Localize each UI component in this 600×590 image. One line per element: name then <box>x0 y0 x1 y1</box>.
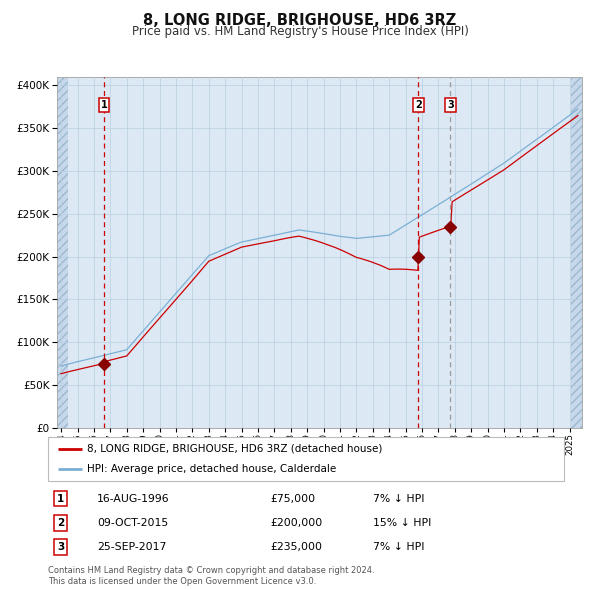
Text: 2: 2 <box>415 100 422 110</box>
Text: Contains HM Land Registry data © Crown copyright and database right 2024.: Contains HM Land Registry data © Crown c… <box>48 566 374 575</box>
Text: 1: 1 <box>101 100 107 110</box>
Bar <box>571 77 582 428</box>
Text: This data is licensed under the Open Government Licence v3.0.: This data is licensed under the Open Gov… <box>48 577 316 586</box>
Text: £75,000: £75,000 <box>270 494 315 503</box>
Text: HPI: Average price, detached house, Calderdale: HPI: Average price, detached house, Cald… <box>86 464 336 474</box>
Text: 09-OCT-2015: 09-OCT-2015 <box>97 518 168 528</box>
Text: 25-SEP-2017: 25-SEP-2017 <box>97 542 166 552</box>
Text: 7% ↓ HPI: 7% ↓ HPI <box>373 542 425 552</box>
Text: 16-AUG-1996: 16-AUG-1996 <box>97 494 170 503</box>
Bar <box>57 77 68 428</box>
Text: Price paid vs. HM Land Registry's House Price Index (HPI): Price paid vs. HM Land Registry's House … <box>131 25 469 38</box>
Text: 7% ↓ HPI: 7% ↓ HPI <box>373 494 425 503</box>
Text: £235,000: £235,000 <box>270 542 322 552</box>
Text: 8, LONG RIDGE, BRIGHOUSE, HD6 3RZ: 8, LONG RIDGE, BRIGHOUSE, HD6 3RZ <box>143 13 457 28</box>
Text: 8, LONG RIDGE, BRIGHOUSE, HD6 3RZ (detached house): 8, LONG RIDGE, BRIGHOUSE, HD6 3RZ (detac… <box>86 444 382 454</box>
Text: 3: 3 <box>447 100 454 110</box>
Text: 1: 1 <box>57 494 65 503</box>
Text: £200,000: £200,000 <box>270 518 322 528</box>
Text: 15% ↓ HPI: 15% ↓ HPI <box>373 518 431 528</box>
FancyBboxPatch shape <box>48 437 564 481</box>
Text: 2: 2 <box>57 518 65 528</box>
Text: 3: 3 <box>57 542 65 552</box>
